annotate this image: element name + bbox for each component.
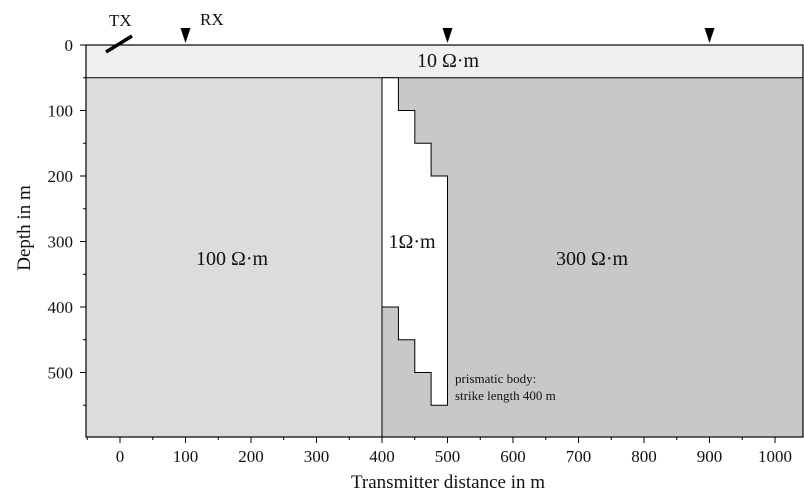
x-tick-label: 900 [697, 447, 723, 466]
y-tick-label: 0 [65, 36, 74, 55]
x-tick-label: 300 [304, 447, 330, 466]
receiver-triangle-icon [180, 28, 191, 43]
y-tick-label: 500 [48, 364, 74, 383]
x-tick-label: 500 [435, 447, 461, 466]
body-note-line1: prismatic body: [455, 371, 536, 386]
right-half-space-region [382, 77, 803, 437]
x-tick-label: 0 [116, 447, 125, 466]
y-tick-label: 400 [48, 298, 74, 317]
right-half-space-label: 300 Ω·m [556, 248, 629, 270]
labels: 10 Ω·m 100 Ω·m 1Ω·m 300 Ω·m prismatic bo… [14, 10, 628, 493]
x-tick-label: 200 [238, 447, 264, 466]
stations [105, 28, 715, 54]
x-tick-label: 600 [500, 447, 526, 466]
left-half-space-label: 100 Ω·m [196, 248, 269, 270]
axes: 0 100 200 300 400 500 600 700 800 900 1000 0 100 200 3… [48, 36, 793, 466]
y-tick-label: 300 [48, 233, 74, 252]
y-axis-title: Depth in m [14, 185, 35, 271]
transmitter-loop-icon [105, 34, 133, 54]
conductive-body-outline [381, 77, 448, 406]
x-axis-title: Transmitter distance in m [351, 472, 545, 493]
x-tick-label: 100 [173, 447, 199, 466]
x-tick-label: 700 [566, 447, 592, 466]
receiver-triangle-icon [704, 28, 715, 43]
x-tick-label: 1000 [758, 447, 792, 466]
transmitter-label: TX [109, 11, 132, 30]
receiver-label: RX [200, 10, 224, 29]
top-layer-region [86, 45, 803, 78]
conductive-body-label: 1Ω·m [388, 231, 436, 253]
y-tick-label: 100 [48, 102, 74, 121]
left-half-space-region [86, 77, 382, 437]
y-tick-label: 200 [48, 167, 74, 186]
top-layer-label: 10 Ω·m [417, 50, 480, 72]
x-tick-label: 400 [369, 447, 395, 466]
body-note-line2: strike length 400 m [455, 388, 556, 403]
receiver-triangle-icon [442, 28, 453, 43]
model-regions [85, 44, 804, 438]
x-tick-label: 800 [631, 447, 657, 466]
conductive-body-group [381, 77, 448, 406]
